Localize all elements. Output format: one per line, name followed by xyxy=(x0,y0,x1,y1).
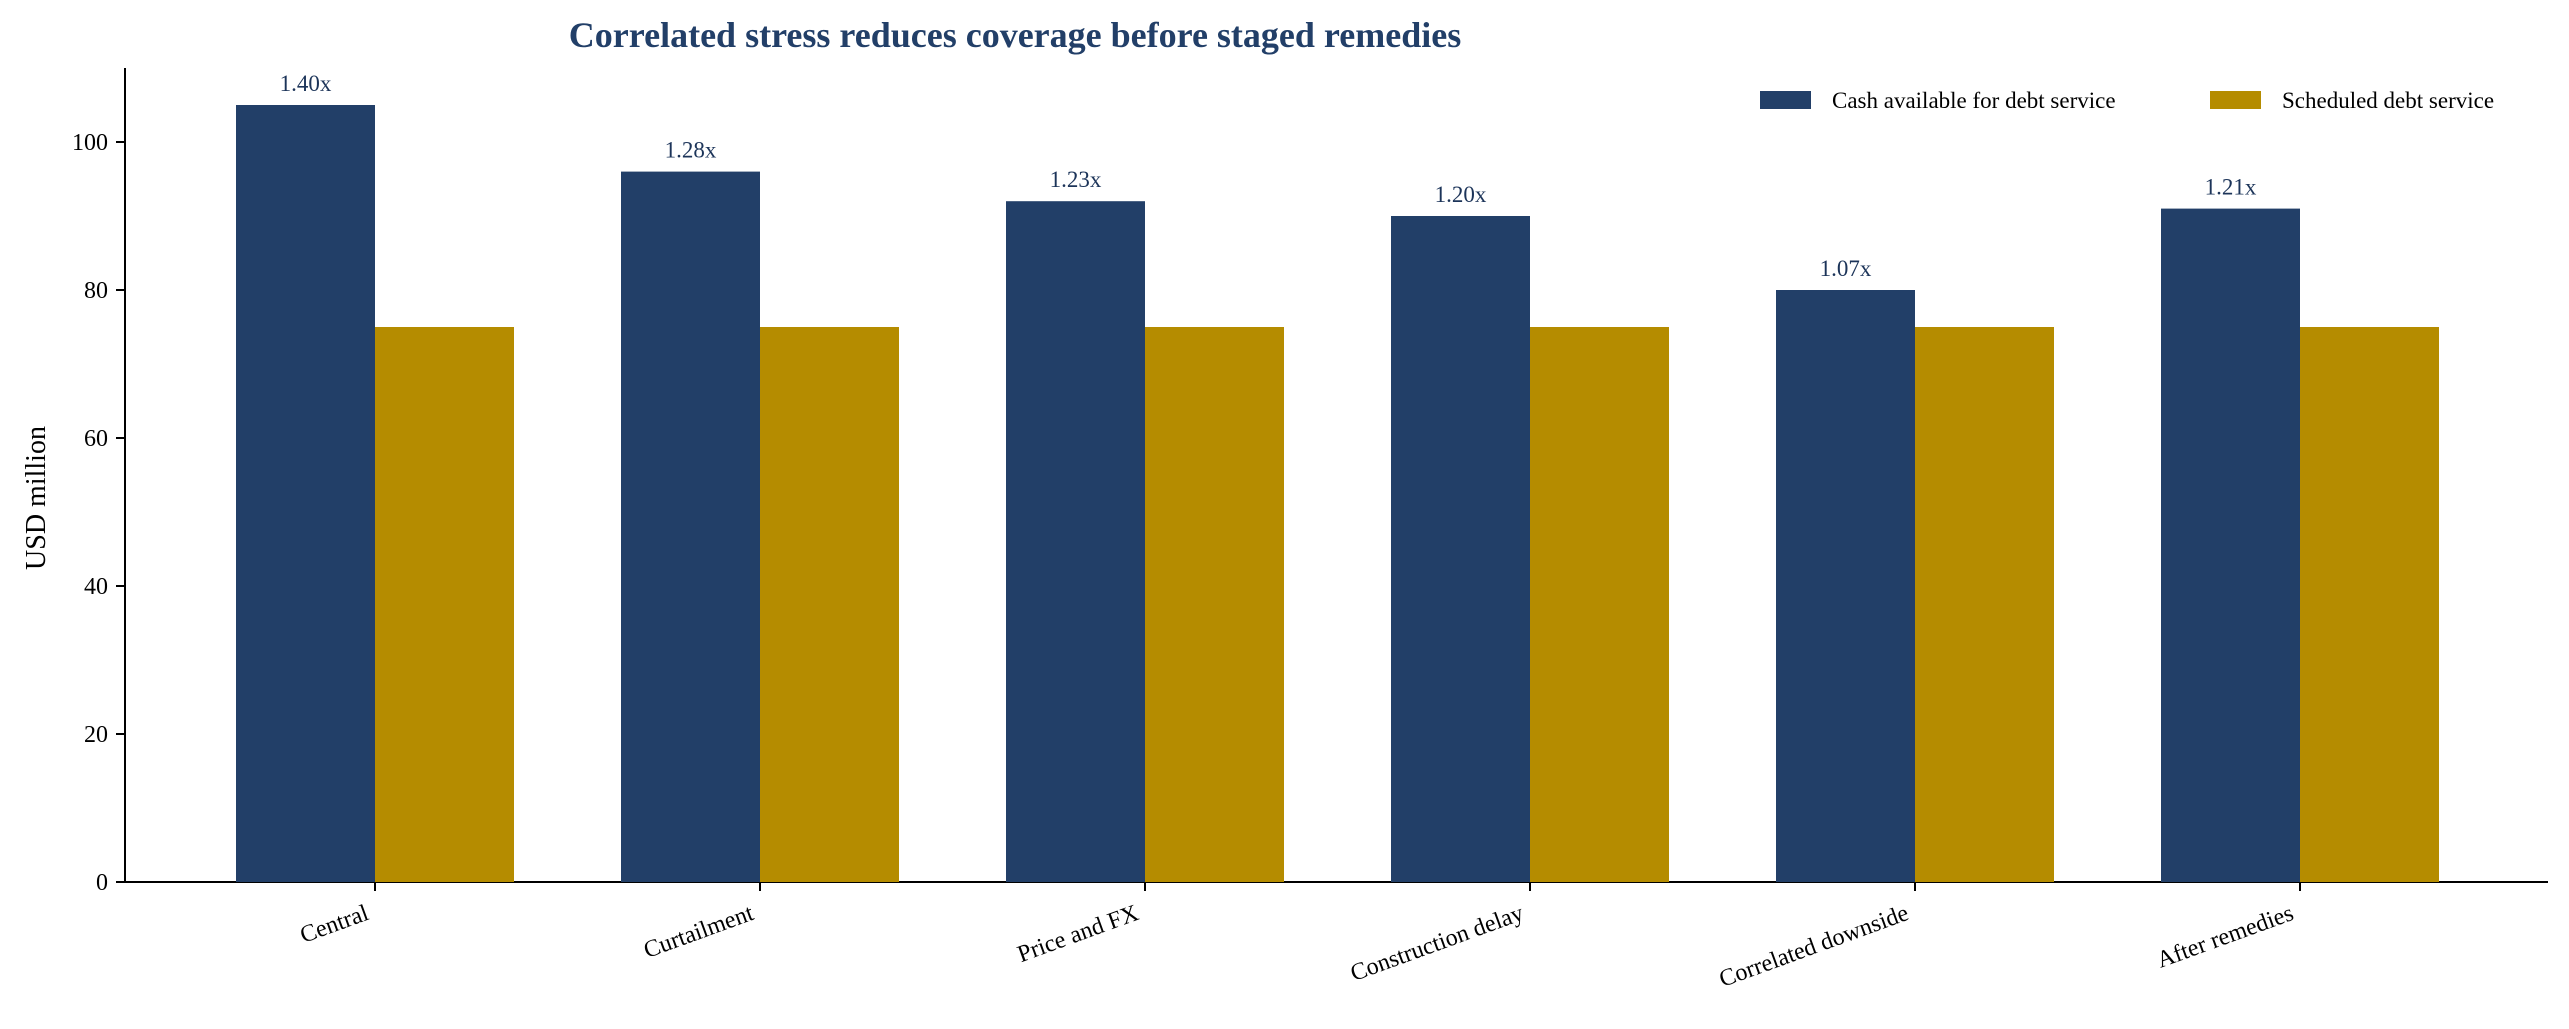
data-label: 1.07x xyxy=(1820,256,1872,281)
legend-label-scheduled-debt-service: Scheduled debt service xyxy=(2282,88,2494,113)
data-label: 1.21x xyxy=(2205,175,2257,200)
legend: Cash available for debt service Scheduled… xyxy=(1760,88,2494,113)
legend-swatch-scheduled-debt-service xyxy=(2210,91,2261,109)
plot-area: 0 20 40 60 80 100 1.40x Central 1.28x Curtailment… xyxy=(72,68,2548,993)
x-tick-label: After remedies xyxy=(2154,900,2298,973)
bar-cash-available xyxy=(1006,201,1145,882)
bar-scheduled-debt-service xyxy=(375,327,514,882)
y-tick-label: 80 xyxy=(84,278,108,304)
bar-cash-available xyxy=(2161,208,2300,883)
y-axis-label: USD million xyxy=(21,426,52,570)
legend-label-cash-available: Cash available for debt service xyxy=(1832,88,2116,113)
x-tick-label: Price and FX xyxy=(1014,900,1142,968)
y-tick-label: 60 xyxy=(84,426,108,452)
x-tick-label: Correlated downside xyxy=(1716,900,1912,993)
y-tick-label: 100 xyxy=(72,130,108,156)
x-tick-label: Construction delay xyxy=(1347,900,1527,987)
bar-scheduled-debt-service xyxy=(1530,327,1669,882)
bar-cash-available xyxy=(1391,216,1530,882)
data-label: 1.28x xyxy=(665,138,717,163)
bar-cash-available xyxy=(621,171,760,883)
legend-swatch-cash-available xyxy=(1760,91,1811,109)
x-tick-label: Central xyxy=(297,900,373,949)
data-label: 1.40x xyxy=(280,71,332,96)
bar-cash-available xyxy=(1776,290,1915,882)
y-tick-label: 20 xyxy=(84,722,108,748)
x-tick-label: Curtailment xyxy=(640,900,757,964)
y-tick-label: 0 xyxy=(96,870,108,896)
bar-scheduled-debt-service xyxy=(2300,327,2439,882)
data-label: 1.23x xyxy=(1050,167,1102,192)
bar-scheduled-debt-service xyxy=(1145,327,1284,882)
bar-scheduled-debt-service xyxy=(760,327,899,882)
bar-scheduled-debt-service xyxy=(1915,327,2054,882)
y-tick-label: 40 xyxy=(84,574,108,600)
chart-title: Correlated stress reduces coverage befor… xyxy=(569,15,1461,55)
bar-cash-available xyxy=(236,105,375,882)
data-label: 1.20x xyxy=(1435,182,1487,207)
